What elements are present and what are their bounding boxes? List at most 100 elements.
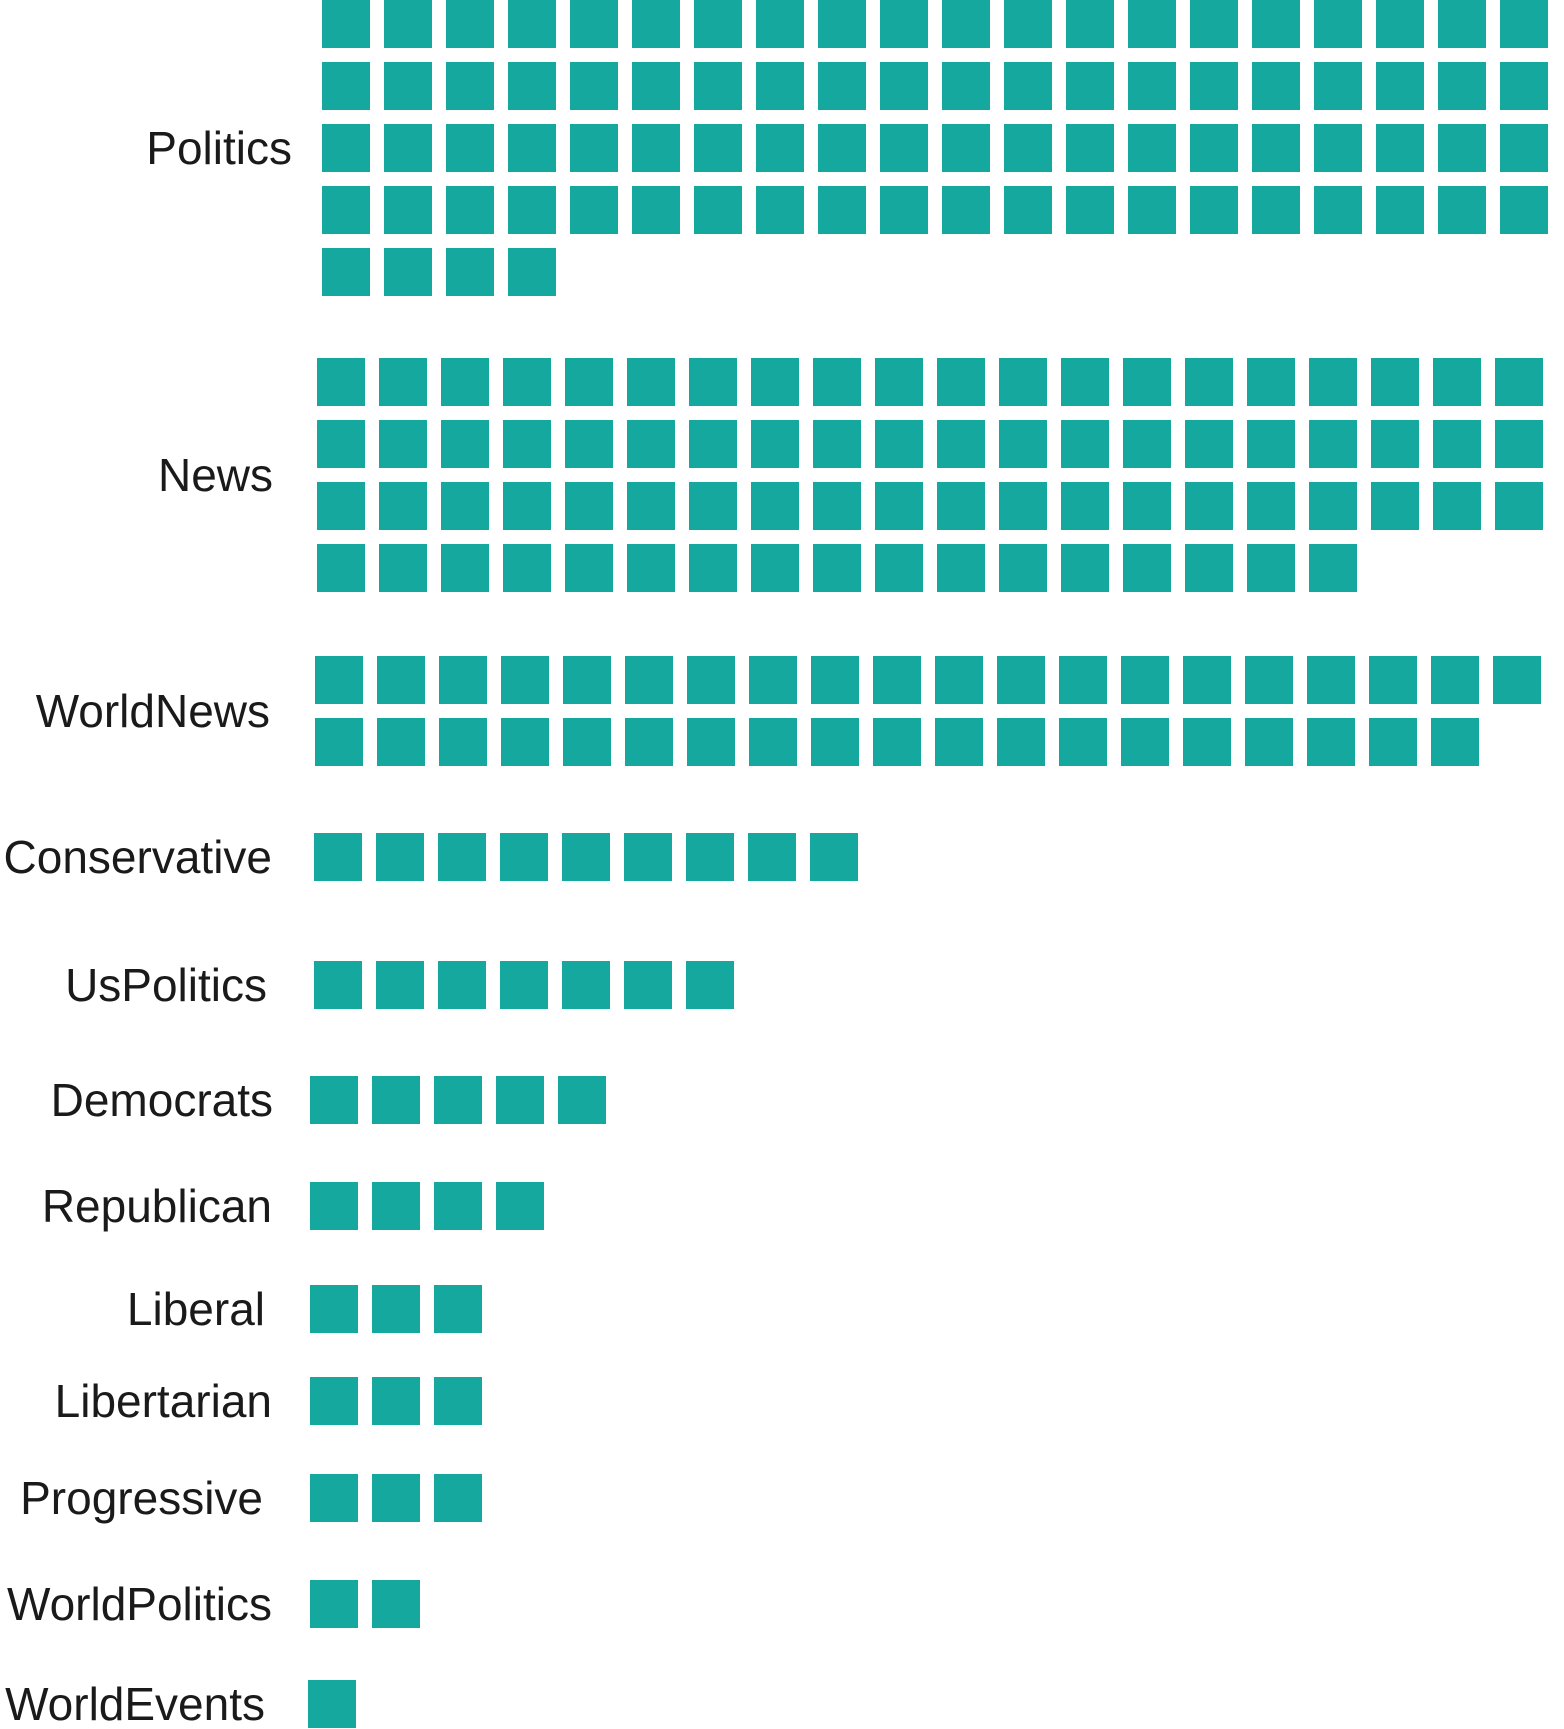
waffle-square-news [813,358,861,406]
waffle-square-politics [384,248,432,296]
category-label-conservative: Conservative [4,831,272,883]
waffle-square-politics [508,0,556,48]
waffle-square-politics [446,62,494,110]
waffle-square-uspolitics [438,961,486,1009]
waffle-square-politics [1252,186,1300,234]
waffle-square-politics [446,248,494,296]
waffle-square-politics [1066,0,1114,48]
waffle-square-politics [384,0,432,48]
waffle-square-news [1061,482,1109,530]
waffle-square-worldnews [687,718,735,766]
waffle-square-politics [384,124,432,172]
waffle-square-conservative [500,833,548,881]
waffle-square-news [1433,420,1481,468]
waffle-square-politics [322,186,370,234]
waffle-square-conservative [376,833,424,881]
waffle-group-democrats [310,1076,606,1124]
waffle-square-politics [1438,62,1486,110]
waffle-square-news [1061,358,1109,406]
waffle-square-politics [1066,124,1114,172]
waffle-square-news [627,544,675,592]
waffle-square-worldnews [439,656,487,704]
waffle-square-politics [1376,186,1424,234]
waffle-square-news [751,482,799,530]
waffle-square-news [999,482,1047,530]
waffle-square-uspolitics [686,961,734,1009]
waffle-square-worldnews [501,656,549,704]
waffle-square-politics [694,0,742,48]
waffle-square-news [689,544,737,592]
waffle-square-news [1061,420,1109,468]
category-label-worldevents: WorldEvents [5,1678,265,1729]
waffle-group-libertarian [310,1377,482,1425]
waffle-square-worldnews [749,718,797,766]
waffle-square-politics [1190,186,1238,234]
waffle-square-news [1123,358,1171,406]
waffle-square-politics [942,0,990,48]
waffle-square-news [689,358,737,406]
waffle-square-worldnews [811,656,859,704]
waffle-square-news [689,420,737,468]
waffle-square-politics [384,62,432,110]
waffle-square-politics [1252,0,1300,48]
waffle-group-worldpolitics [310,1580,420,1628]
waffle-square-worldnews [873,718,921,766]
waffle-square-worldnews [1369,718,1417,766]
waffle-square-politics [1004,62,1052,110]
category-label-worldpolitics: WorldPolitics [7,1578,272,1630]
waffle-square-politics [818,0,866,48]
waffle-square-politics [1438,124,1486,172]
waffle-square-worldpolitics [310,1580,358,1628]
waffle-square-politics [446,186,494,234]
waffle-square-worldnews [315,718,363,766]
waffle-square-news [875,358,923,406]
waffle-square-liberal [434,1285,482,1333]
waffle-square-politics [1128,124,1176,172]
waffle-square-worldnews [1245,718,1293,766]
waffle-square-news [1123,544,1171,592]
waffle-square-worldnews [1307,718,1355,766]
waffle-square-conservative [810,833,858,881]
waffle-group-liberal [310,1285,482,1333]
waffle-square-politics [1252,62,1300,110]
waffle-square-politics [1438,186,1486,234]
waffle-square-news [565,544,613,592]
waffle-square-liberal [372,1285,420,1333]
waffle-square-news [379,544,427,592]
waffle-square-politics [1128,186,1176,234]
waffle-square-conservative [562,833,610,881]
waffle-square-politics [1252,124,1300,172]
waffle-square-uspolitics [314,961,362,1009]
waffle-square-worldnews [1059,656,1107,704]
waffle-square-conservative [748,833,796,881]
waffle-square-politics [446,0,494,48]
waffle-square-politics [1500,0,1548,48]
waffle-square-news [627,358,675,406]
waffle-square-politics [508,62,556,110]
waffle-square-politics [1128,0,1176,48]
category-label-libertarian: Libertarian [55,1375,272,1427]
waffle-square-politics [880,124,928,172]
waffle-square-worldnews [377,656,425,704]
waffle-square-news [317,544,365,592]
waffle-square-politics [1500,62,1548,110]
waffle-square-worldevents [308,1680,356,1728]
waffle-square-politics [632,62,680,110]
waffle-square-worldnews [935,718,983,766]
waffle-square-progressive [310,1474,358,1522]
waffle-square-news [441,420,489,468]
waffle-square-news [999,420,1047,468]
waffle-square-worldnews [501,718,549,766]
category-label-uspolitics: UsPolitics [65,959,267,1011]
waffle-square-republican [434,1182,482,1230]
waffle-square-politics [1376,62,1424,110]
waffle-square-news [379,358,427,406]
waffle-square-politics [632,124,680,172]
waffle-square-news [627,420,675,468]
waffle-square-uspolitics [562,961,610,1009]
waffle-square-libertarian [434,1377,482,1425]
waffle-square-worldnews [1245,656,1293,704]
waffle-square-worldpolitics [372,1580,420,1628]
waffle-square-politics [880,0,928,48]
